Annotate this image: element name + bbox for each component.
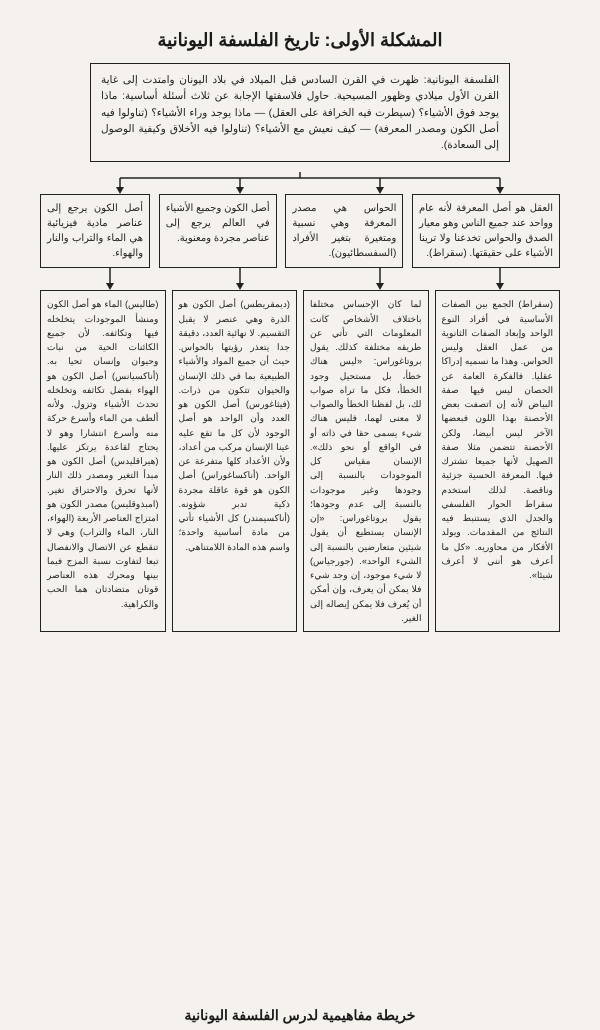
mid-box-1: أصل الكون يرجع إلى عناصر مادية فيزيائية … [40,194,150,268]
mid-box-4: العقل هو أصل المعرفة لأنه عام وواحد عند … [412,194,560,268]
mid-box-3: الحواس هي مصدر المعرفة وهي نسبية ومتغيرة… [285,194,403,268]
page: المشكلة الأولى: تاريخ الفلسفة اليونانية … [0,0,600,1030]
intro-box: الفلسفة اليونانية: ظهرت في القرن السادس … [90,63,510,162]
mid-box-2: أصل الكون وجميع الأشياء في العالم يرجع إ… [159,194,277,268]
detail-box-3: لما كان الإحساس مختلفا باختلاف الأشخاص ك… [303,290,429,632]
connectors-bottom [40,268,560,290]
detail-box-4: (سقراط) الجمع بين الصفات الأساسية في أفر… [435,290,561,632]
detail-row: (طاليس) الماء هو أصل الكون ومنشأ الموجود… [40,290,560,632]
mid-row: أصل الكون يرجع إلى عناصر مادية فيزيائية … [40,194,560,268]
detail-box-1: (طاليس) الماء هو أصل الكون ومنشأ الموجود… [40,290,166,632]
footer-caption: خريطة مفاهيمية لدرس الفلسفة اليونانية [0,1007,600,1024]
connectors-top [40,172,560,194]
page-title: المشكلة الأولى: تاريخ الفلسفة اليونانية [40,30,560,51]
detail-box-2: (ديمقريطس) أصل الكون هو الذرة وهي عنصر ل… [172,290,298,632]
